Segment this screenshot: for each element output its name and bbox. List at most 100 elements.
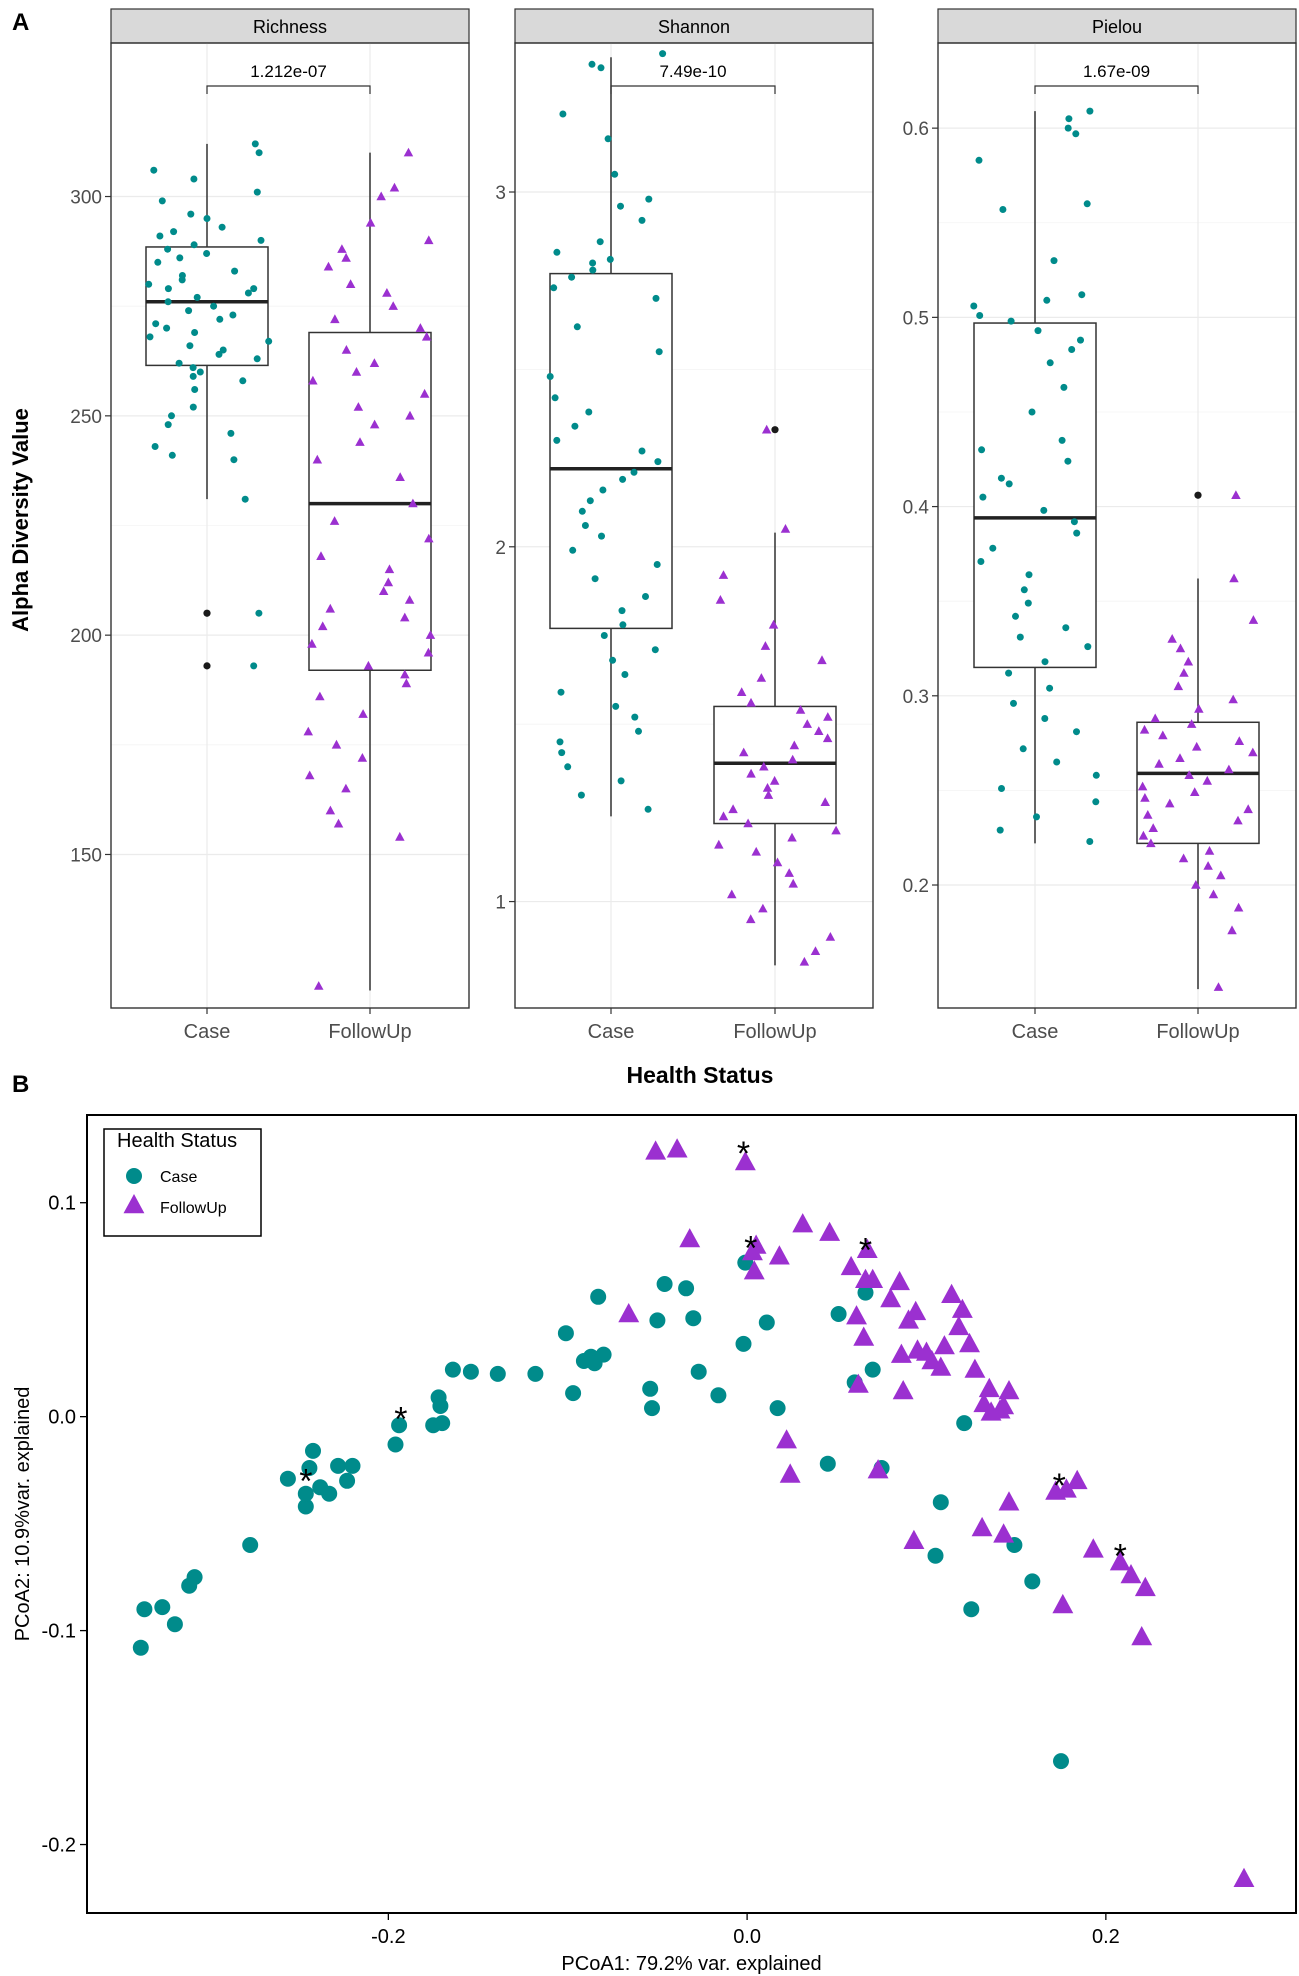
data-point-case	[1064, 457, 1072, 465]
panel-border	[514, 42, 874, 1009]
panel-b-label: B	[12, 1071, 29, 1098]
x-tick-label: 0.2	[1092, 1926, 1120, 1948]
data-point-case	[215, 350, 223, 358]
pcoa-point-case	[305, 1442, 321, 1459]
facet-title: Richness	[253, 17, 327, 37]
pcoa-point-followup	[779, 1463, 801, 1483]
data-point-followup	[395, 472, 405, 481]
y-tick-label: 200	[70, 626, 102, 647]
data-point-case	[585, 408, 593, 416]
pcoa-title: Health Status	[627, 1062, 774, 1088]
data-point-case	[652, 294, 660, 302]
y-tick-label: 300	[70, 188, 102, 209]
pcoa-point-case	[864, 1361, 881, 1378]
pcoa-point-case	[932, 1494, 949, 1511]
data-point-case	[630, 468, 638, 476]
asterisk-annotation: *	[1114, 1537, 1127, 1575]
data-point-case	[190, 175, 198, 183]
data-point-case	[253, 188, 261, 196]
data-point-followup	[772, 857, 783, 867]
data-point-case	[203, 215, 211, 222]
data-point-followup	[714, 839, 724, 849]
y-tick-label: 250	[70, 407, 102, 428]
pcoa-point-followup	[867, 1459, 889, 1479]
significance-bracket	[1034, 85, 1199, 94]
data-point-case	[164, 298, 172, 306]
pcoa-point-followup	[951, 1298, 973, 1318]
pcoa-point-case	[154, 1599, 171, 1616]
data-point-case	[644, 805, 652, 813]
alpha-panel-pielou: Pielou 0.2 0.3 0.4 0.5 0.6 Case FollowUp 1.67e-0…	[903, 8, 1297, 1043]
data-point-followup	[1154, 758, 1164, 768]
data-point-case	[654, 458, 662, 466]
data-point-case	[189, 403, 197, 411]
pcoa-point-case	[735, 1335, 752, 1352]
pcoa-point-case	[642, 1380, 659, 1397]
pcoa-point-case	[242, 1537, 259, 1553]
data-point-followup	[769, 775, 780, 785]
data-point-followup	[341, 252, 351, 262]
data-point-followup	[1233, 902, 1244, 912]
data-point-case	[1025, 571, 1033, 579]
pcoa-point-followup	[1233, 1867, 1255, 1887]
data-point-case	[189, 364, 197, 372]
pcoa-point-followup	[1055, 1478, 1077, 1498]
pcoa-point-case	[387, 1436, 404, 1453]
data-point-followup	[395, 831, 405, 841]
data-point-followup	[787, 832, 797, 842]
data-point-case	[186, 342, 194, 350]
data-point-followup	[1248, 747, 1258, 757]
facet-title: Shannon	[658, 17, 730, 37]
box-body	[973, 322, 1097, 669]
data-point-followup	[1233, 815, 1243, 825]
data-point-case	[150, 166, 158, 174]
data-point-case	[1092, 798, 1100, 806]
pcoa-point-followup	[776, 1429, 797, 1449]
pcoa-point-followup	[889, 1270, 910, 1291]
data-point-followup	[1158, 730, 1168, 740]
data-point-followup	[331, 739, 342, 749]
data-point-followup	[365, 217, 376, 227]
box-body	[145, 246, 269, 367]
series-followup	[618, 1138, 1255, 1887]
data-point-case	[577, 791, 585, 799]
pcoa-point-followup	[856, 1238, 878, 1258]
data-point-followup	[1178, 853, 1189, 863]
data-point-case	[229, 311, 237, 319]
data-point-followup	[1184, 770, 1194, 779]
box-body	[308, 331, 432, 671]
data-point-followup	[1224, 764, 1234, 774]
data-point-case	[1024, 599, 1032, 607]
data-point-case	[597, 64, 605, 72]
pcoa-point-case	[644, 1400, 660, 1417]
data-point-followup	[316, 551, 326, 560]
pcoa-point-case	[301, 1460, 318, 1476]
pcoa-point-followup	[1120, 1564, 1142, 1584]
pcoa-point-case	[344, 1457, 361, 1474]
data-point-case	[1062, 624, 1070, 632]
data-point-followup	[1179, 668, 1189, 677]
data-point-followup	[746, 914, 756, 924]
data-point-case	[1040, 506, 1048, 514]
pcoa-point-case	[963, 1601, 980, 1618]
data-point-case	[546, 373, 554, 380]
pcoa-point-case	[956, 1415, 973, 1432]
pcoa-point-followup	[1134, 1576, 1156, 1597]
pcoa-point-case	[557, 1325, 574, 1342]
data-point-followup	[822, 733, 833, 743]
data-point-case	[978, 446, 986, 454]
data-point-followup	[363, 660, 374, 670]
data-point-followup	[788, 878, 798, 888]
data-point-case	[265, 337, 273, 345]
significance-bracket	[206, 85, 371, 94]
pcoa-point-case	[857, 1284, 874, 1301]
data-point-case	[178, 276, 186, 284]
outlier-point	[203, 609, 211, 617]
data-point-followup	[1228, 694, 1238, 704]
data-point-followup	[1190, 787, 1200, 796]
data-point-case	[250, 662, 258, 670]
pcoa-point-followup	[840, 1255, 862, 1276]
facet-title: Pielou	[1092, 17, 1142, 37]
data-point-case	[573, 323, 581, 331]
facet-strip	[514, 8, 874, 44]
